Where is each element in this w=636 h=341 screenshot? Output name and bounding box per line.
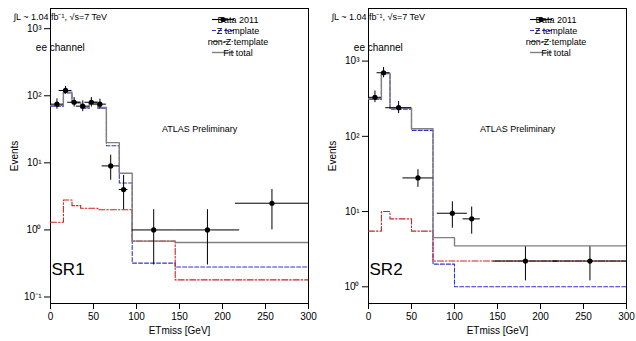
svg-text:10²: 10² [345,131,360,142]
svg-text:10³: 10³ [27,23,42,34]
svg-text:Data 2011: Data 2011 [218,15,259,25]
svg-text:Fit total: Fit total [223,48,253,58]
svg-text:Z template: Z template [535,26,578,36]
svg-text:SR2: SR2 [370,260,403,279]
svg-text:Events: Events [327,141,338,172]
svg-text:ETmiss [GeV]: ETmiss [GeV] [467,325,529,336]
svg-text:Data 2011: Data 2011 [536,15,577,25]
svg-text:Z template: Z template [217,26,260,36]
svg-text:ee channel: ee channel [354,42,403,53]
svg-text:200: 200 [532,311,549,322]
svg-text:10¹: 10¹ [345,206,360,217]
svg-text:150: 150 [171,311,188,322]
svg-text:non-Z template: non-Z template [208,37,269,47]
svg-text:10¹: 10¹ [27,157,42,168]
svg-text:250: 250 [257,311,274,322]
svg-text:0: 0 [366,311,372,322]
svg-text:0: 0 [48,311,54,322]
svg-text:ATLAS Preliminary: ATLAS Preliminary [162,124,238,134]
svg-text:ATLAS Preliminary: ATLAS Preliminary [480,124,556,134]
svg-text:10³: 10³ [345,55,360,66]
svg-text:300: 300 [300,311,317,322]
svg-text:50: 50 [88,311,100,322]
svg-text:100: 100 [446,311,463,322]
svg-text:ETmiss [GeV]: ETmiss [GeV] [149,325,211,336]
svg-text:300: 300 [618,311,635,322]
svg-text:50: 50 [406,311,418,322]
svg-text:10²: 10² [27,90,42,101]
svg-text:100: 100 [128,311,145,322]
svg-text:200: 200 [214,311,231,322]
svg-text:10⁰: 10⁰ [344,281,359,292]
svg-text:SR1: SR1 [52,260,85,279]
svg-text:Events: Events [9,141,20,172]
svg-text:10⁻¹: 10⁻¹ [24,291,42,302]
svg-text:non-Z template: non-Z template [526,37,587,47]
svg-text:Fit total: Fit total [541,48,571,58]
svg-text:∫L ~ 1.04 fb⁻¹, √s=7 TeV: ∫L ~ 1.04 fb⁻¹, √s=7 TeV [331,12,425,22]
svg-text:250: 250 [575,311,592,322]
svg-text:10⁰: 10⁰ [26,224,41,235]
svg-text:ee channel: ee channel [36,42,85,53]
svg-text:∫L ~ 1.04 fb⁻¹, √s=7 TeV: ∫L ~ 1.04 fb⁻¹, √s=7 TeV [13,12,107,22]
svg-text:150: 150 [489,311,506,322]
